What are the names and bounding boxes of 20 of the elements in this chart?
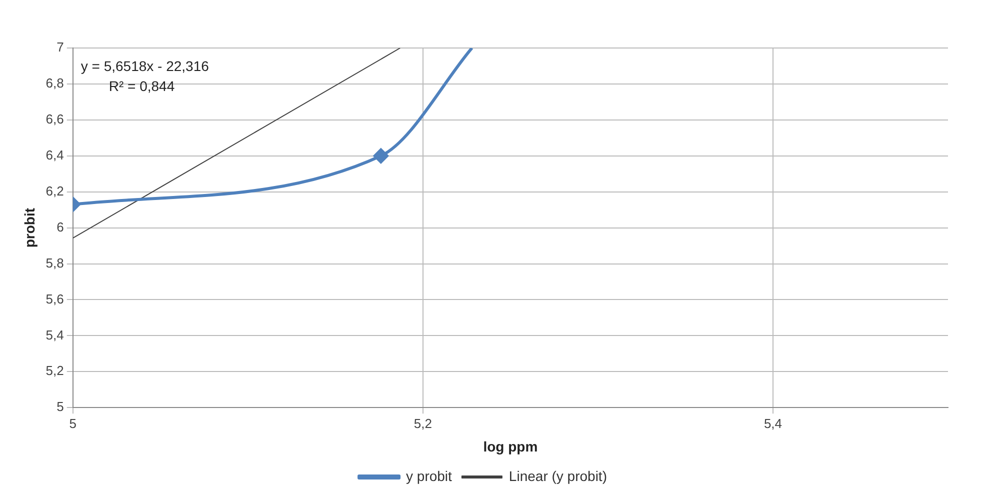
x-tick-label: 5,4 [764, 416, 782, 431]
y-tick-label: 6,6 [46, 112, 64, 126]
legend-label: y probit [406, 468, 452, 484]
y-axis-title: probit [21, 208, 38, 248]
y-tick-label: 5,6 [46, 291, 64, 306]
y-tick-label: 5,4 [46, 327, 64, 342]
y-tick-label: 6,2 [46, 183, 64, 198]
x-axis-title: log ppm [483, 438, 538, 454]
y-tick-label: 5,8 [46, 255, 64, 270]
x-tick-label: 5,2 [414, 416, 432, 431]
legend-label: Linear (y probit) [508, 468, 607, 484]
annotation: R² = 0,844 [108, 78, 175, 94]
y-tick-label: 6 [56, 219, 64, 234]
x-tick-label: 5 [69, 416, 76, 431]
y-tick-label: 5,2 [46, 363, 64, 378]
annotation: y = 5,6518x - 22,316 [80, 58, 210, 74]
y-tick-label: 7 [56, 40, 64, 55]
y-tick-label: 5 [56, 399, 64, 414]
y-tick-label: 6,4 [46, 147, 64, 162]
y-tick-label: 6,8 [46, 76, 64, 91]
